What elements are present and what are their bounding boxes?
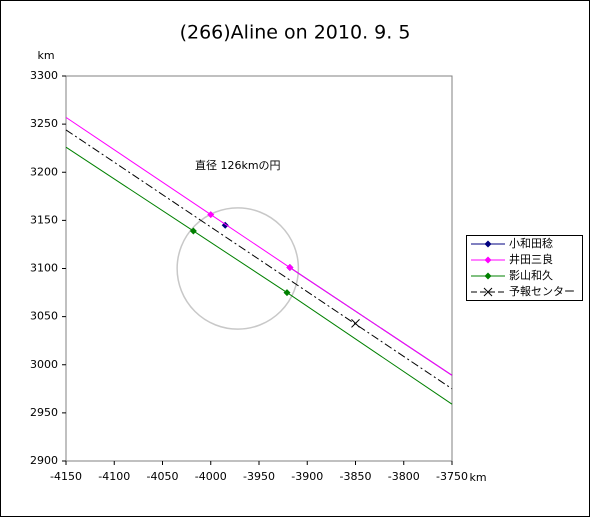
x-tick-label: -4100: [98, 470, 130, 483]
y-tick-label: 2950: [30, 406, 58, 419]
point-stroke: [483, 287, 493, 297]
x-tick-label: -4150: [50, 470, 82, 483]
y-tick-label: 3300: [30, 69, 58, 82]
point: [286, 264, 294, 272]
point: [351, 319, 360, 328]
legend-marker: [484, 240, 492, 248]
series-line: [65, 116, 453, 376]
y-tick-label: 3200: [30, 165, 58, 178]
x-tick-label: -3850: [340, 470, 372, 483]
point-stroke: [351, 319, 360, 328]
series-line: [65, 146, 453, 405]
x-axis-label: km: [469, 471, 486, 484]
y-axis-label: km: [37, 49, 54, 62]
chart-title: (266)Aline on 2010. 9. 5: [180, 22, 411, 44]
legend-label: 小和田稔: [509, 236, 553, 250]
legend-label: 予報センター: [509, 285, 575, 298]
plot-area: [65, 75, 453, 462]
circle-label: 直径 126kmの円: [195, 158, 281, 172]
point: [283, 289, 291, 297]
y-tick-label: 3150: [30, 213, 58, 226]
y-tick-label: 2900: [30, 454, 58, 467]
legend-marker: [483, 287, 493, 297]
x-tick-label: -3800: [388, 470, 420, 483]
x-tick-label: -4000: [195, 470, 227, 483]
legend-label: 影山和久: [509, 269, 553, 282]
x-tick-label: -4050: [147, 470, 179, 483]
legend-label: 井田三良: [509, 252, 553, 266]
y-tick-label: 3050: [30, 310, 58, 323]
point: [207, 211, 215, 219]
x-tick-label: -3750: [436, 470, 468, 483]
x-tick-label: -3950: [243, 470, 275, 483]
legend-marker: [484, 272, 492, 280]
legend-marker: [484, 256, 492, 264]
reference-circle: [176, 207, 300, 330]
y-tick-label: 3100: [30, 262, 58, 275]
y-tick-label: 3000: [30, 358, 58, 371]
y-tick-label: 3250: [30, 117, 58, 130]
point: [189, 227, 197, 235]
series-line: [65, 129, 453, 390]
x-tick-label: -3900: [291, 470, 323, 483]
